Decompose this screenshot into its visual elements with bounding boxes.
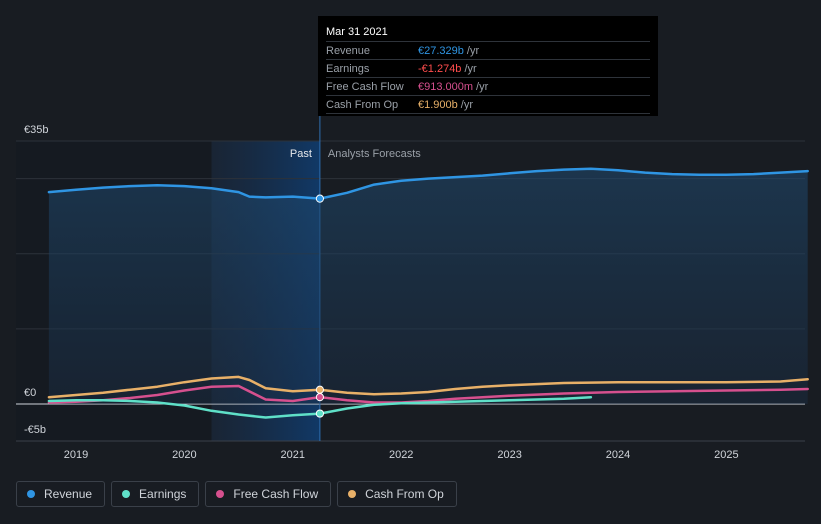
tooltip-value: €913.000m (418, 80, 474, 93)
tooltip-label: Revenue (326, 44, 371, 57)
tooltip-date: Mar 31 2021 (326, 26, 388, 38)
tooltip-unit: /yr (466, 44, 480, 57)
legend-item-free-cash-flow[interactable]: Free Cash Flow (205, 481, 332, 507)
x-tick-label: 2024 (606, 449, 630, 461)
x-tick-label: 2020 (172, 449, 196, 461)
x-tick-label: 2023 (497, 449, 521, 461)
tooltip-value: -€1.274b (418, 62, 462, 75)
x-tick-label: 2022 (389, 449, 413, 461)
tooltip-unit: /yr (460, 98, 473, 111)
tooltip-unit: /yr (476, 80, 489, 93)
x-tick-label: 2025 (714, 449, 738, 461)
free-cash-flow-marker (315, 393, 324, 402)
chart-legend: Revenue Earnings Free Cash Flow Cash Fro… (16, 481, 457, 507)
free-cash-flow-line (47, 384, 809, 404)
x-tick-label: 2021 (281, 449, 305, 461)
forecast-label: Analysts Forecasts (328, 148, 421, 160)
tooltip-row-revenue: Revenue €27.329b /yr (326, 41, 650, 59)
tooltip-row-free-cash-flow: Free Cash Flow €913.000m /yr (326, 77, 650, 95)
y-tick-label: -€5b (24, 424, 46, 436)
revenue-marker (315, 194, 324, 203)
tooltip-value: €1.900b (418, 98, 458, 111)
y-tick-label: €35b (24, 124, 48, 136)
legend-item-revenue[interactable]: Revenue (16, 481, 106, 507)
legend-label: Earnings (139, 487, 187, 501)
x-tick-label: 2019 (64, 449, 88, 461)
tooltip-label: Free Cash Flow (326, 80, 404, 93)
tooltip-value: €27.329b (418, 44, 464, 57)
tooltip-row-cash-from-op: Cash From Op €1.900b /yr (326, 95, 650, 114)
cash-from-op-marker (315, 385, 324, 394)
legend-label: Cash From Op (365, 487, 444, 501)
tooltip-row-earnings: Earnings -€1.274b /yr (326, 59, 650, 77)
tooltip-label: Earnings (326, 62, 370, 75)
legend-dot-icon (27, 490, 35, 498)
earnings-marker (315, 409, 324, 418)
legend-dot-icon (216, 490, 225, 498)
legend-dot-icon (122, 490, 131, 498)
revenue-area (48, 168, 808, 404)
legend-dot-icon (348, 490, 357, 498)
revenue-line (47, 167, 809, 200)
legend-label: Revenue (44, 487, 93, 501)
legend-item-earnings[interactable]: Earnings (111, 481, 200, 507)
cash-from-op-line (47, 375, 809, 399)
y-tick-label: €0 (24, 387, 36, 399)
legend-label: Free Cash Flow (233, 487, 319, 501)
legend-item-cash-from-op[interactable]: Cash From Op (337, 481, 457, 507)
tooltip-label: Cash From Op (326, 98, 399, 111)
tooltip-unit: /yr (464, 62, 477, 75)
chart-tooltip: Mar 31 2021 Revenue €27.329b /yr Earning… (318, 16, 658, 116)
past-label: Past (290, 148, 312, 160)
